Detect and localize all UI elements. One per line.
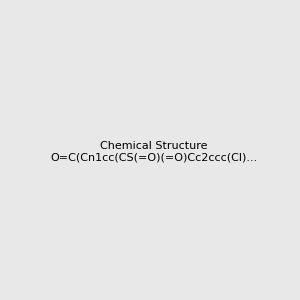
- Text: Chemical Structure
O=C(Cn1cc(CS(=O)(=O)Cc2ccc(Cl)...: Chemical Structure O=C(Cn1cc(CS(=O)(=O)C…: [50, 141, 257, 162]
